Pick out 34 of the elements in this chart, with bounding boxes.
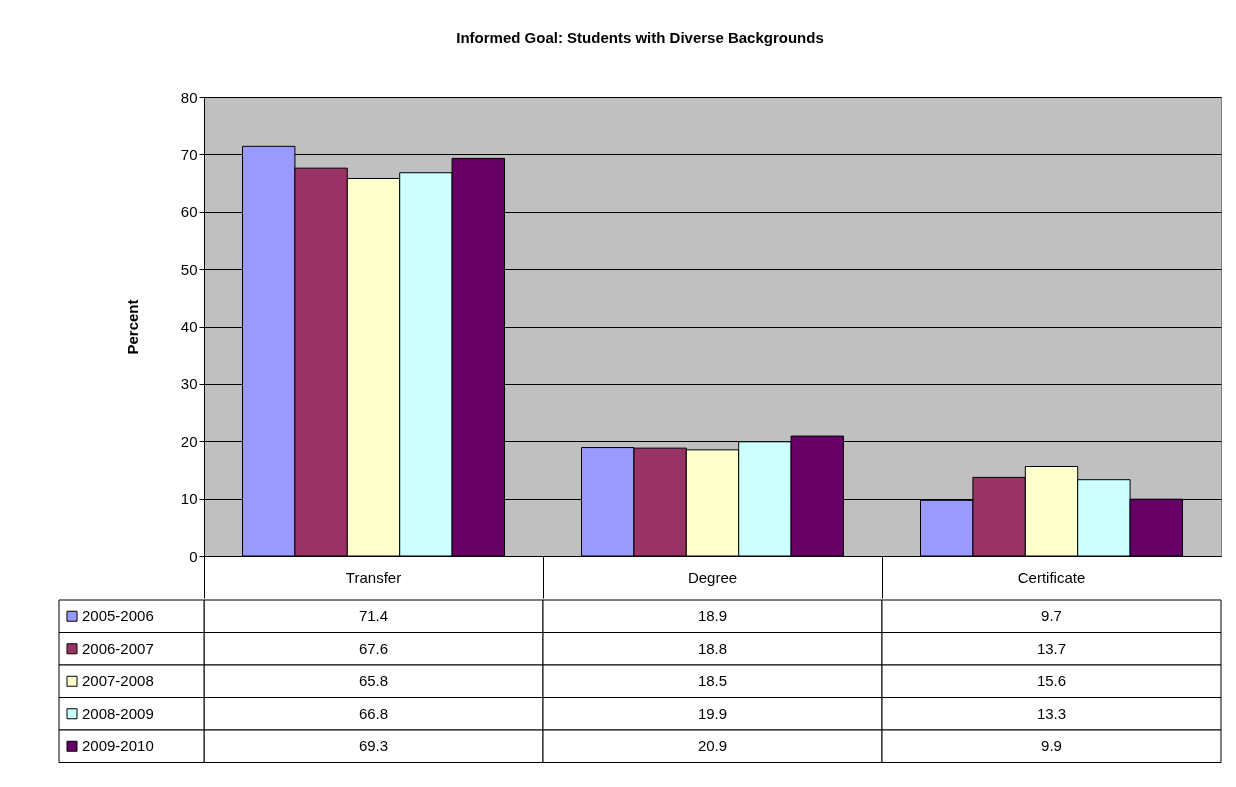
data-label: 9.7 [1041,607,1062,625]
data-label: 19.9 [697,704,728,722]
x-tick-label: Transfer [345,568,402,586]
y-tick-label: 50 [180,260,198,278]
y-axis-title: Percent [123,299,141,355]
y-tick-label: 40 [180,318,198,335]
x-tick-label: Degree [687,568,738,586]
legend-label: 2006-2007 [82,639,154,657]
y-tick-label: 60 [180,203,198,221]
data-label: 69.3 [358,737,389,755]
legend-label: 2005-2006 [82,607,154,625]
data-label: 13.7 [1036,639,1067,657]
data-label: 9.9 [1041,737,1062,755]
data-label: 67.6 [358,639,389,657]
y-tick-label: 0 [189,547,198,565]
data-label: 18.9 [697,607,728,625]
chart-title: Informed Goal: Students with Diverse Backgrounds [456,28,824,46]
y-tick-label: 20 [180,432,198,450]
legend-label: 2007-2008 [82,672,154,690]
legend-label: 2008-2009 [82,704,154,722]
data-label: 65.8 [358,672,389,690]
data-label: 66.8 [358,704,389,722]
data-label: 13.3 [1036,704,1067,722]
y-tick-label: 10 [180,490,198,508]
y-tick-label: 80 [180,88,198,106]
data-label: 18.8 [697,639,728,657]
y-tick-label: 30 [180,375,198,393]
data-label: 18.5 [697,672,728,690]
data-label: 20.9 [697,737,728,755]
x-tick-label: Certificate [1017,568,1086,586]
data-label: 71.4 [358,607,389,625]
y-tick-label: 70 [180,145,198,163]
data-label: 15.6 [1036,672,1067,690]
legend-label: 2009-2010 [82,737,154,755]
